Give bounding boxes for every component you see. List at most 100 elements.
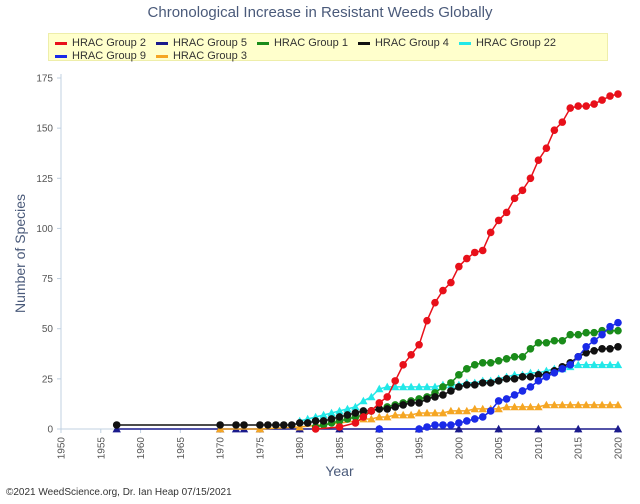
data-point [478, 413, 487, 421]
data-point [526, 383, 535, 391]
y-tick-label: 125 [36, 174, 53, 185]
data-point [502, 375, 511, 383]
data-point [550, 400, 559, 409]
data-point [439, 421, 447, 429]
data-point [534, 338, 543, 347]
data-point [311, 425, 320, 433]
data-point [455, 371, 463, 379]
data-point [613, 400, 623, 409]
data-point [367, 407, 376, 415]
legend-item[interactable]: HRAC Group 4 [357, 38, 449, 49]
data-point [590, 100, 598, 108]
data-point [582, 342, 590, 351]
data-point [375, 412, 384, 421]
data-point [542, 373, 551, 381]
chart-title: Chronological Increase in Resistant Weed… [147, 4, 493, 21]
x-tick-label: 1965 [176, 437, 187, 460]
legend-item[interactable]: HRAC Group 2 [55, 38, 146, 49]
y-tick-label: 150 [36, 124, 53, 135]
data-point [359, 413, 368, 421]
data-point [112, 421, 121, 429]
data-point [327, 408, 336, 417]
data-point [431, 421, 439, 429]
data-point [383, 412, 392, 421]
data-point [264, 421, 272, 429]
legend-item[interactable]: HRAC Group 1 [256, 38, 348, 49]
data-point [439, 383, 447, 391]
data-point [431, 298, 439, 307]
data-point [311, 417, 320, 425]
data-point [422, 408, 432, 417]
x-tick-label: 2020 [614, 437, 625, 460]
data-point [431, 393, 439, 401]
data-point [589, 400, 599, 409]
series-hrac-group-9 [375, 318, 622, 433]
data-point [574, 330, 583, 339]
legend-label: HRAC Group 22 [475, 37, 557, 49]
data-point [518, 186, 527, 195]
data-point [430, 382, 440, 391]
data-point [598, 96, 606, 104]
data-point [335, 423, 344, 431]
data-point [398, 410, 408, 419]
data-point [502, 402, 511, 411]
data-point [614, 342, 622, 351]
data-point [502, 208, 511, 217]
legend-swatch [155, 42, 168, 45]
legend-swatch [357, 42, 370, 45]
legend-label: HRAC Group 2 [72, 37, 146, 49]
data-point [510, 402, 519, 411]
data-point [574, 424, 583, 433]
data-point [582, 328, 590, 337]
data-point [415, 399, 423, 407]
legend-swatch [458, 42, 471, 45]
data-point [391, 410, 400, 419]
data-point [510, 375, 519, 383]
data-point [375, 425, 384, 433]
data-point [478, 246, 487, 255]
data-point [550, 336, 559, 345]
legend-swatch [155, 55, 168, 58]
data-point [399, 361, 407, 369]
data-point [534, 156, 543, 165]
data-point [526, 174, 535, 183]
data-point [566, 330, 575, 339]
data-point [542, 400, 551, 409]
x-tick-label: 1960 [136, 437, 147, 460]
data-point [439, 286, 447, 295]
series-hrac-group-4 [112, 342, 622, 429]
data-point [447, 278, 455, 287]
legend-item[interactable]: HRAC Group 22 [458, 37, 557, 49]
footer-credit: ©2021 WeedScience.org, Dr. Ian Heap 07/1… [6, 487, 232, 498]
data-point [534, 424, 543, 433]
x-tick-label: 2000 [454, 437, 465, 460]
data-point [415, 340, 423, 349]
y-tick-label: 50 [42, 324, 54, 335]
data-point [240, 421, 248, 429]
data-point [494, 216, 503, 225]
data-point [422, 382, 432, 391]
data-point [510, 194, 519, 203]
data-point [494, 397, 503, 405]
data-point [463, 365, 471, 373]
data-point [494, 357, 503, 365]
data-point [518, 352, 527, 361]
data-point [439, 391, 447, 399]
legend-item[interactable]: HRAC Group 5 [155, 38, 247, 49]
data-point [494, 404, 503, 413]
x-tick-label: 1995 [415, 437, 426, 460]
legend-item[interactable]: HRAC Group 9 [55, 51, 146, 62]
data-point [256, 421, 264, 429]
series-hrac-group-2 [311, 90, 622, 433]
data-point [550, 369, 559, 377]
data-point [598, 330, 606, 339]
data-point [406, 410, 416, 419]
data-point [510, 352, 519, 361]
data-point [518, 373, 527, 381]
y-tick-label: 175 [36, 74, 53, 85]
legend-item[interactable]: HRAC Group 3 [155, 51, 247, 62]
data-point [423, 316, 431, 325]
data-point [414, 382, 424, 391]
x-tick-label: 2015 [574, 437, 585, 460]
data-point [566, 400, 575, 409]
